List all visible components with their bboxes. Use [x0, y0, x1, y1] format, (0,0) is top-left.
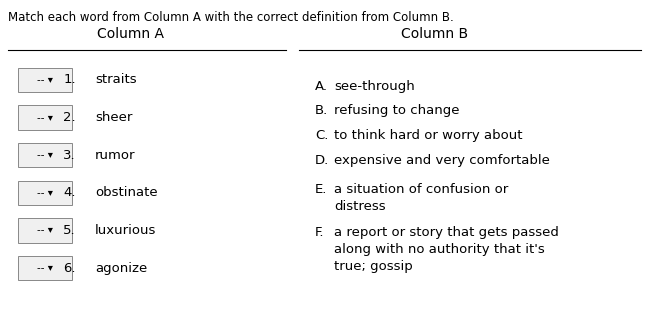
FancyBboxPatch shape: [18, 143, 73, 167]
FancyBboxPatch shape: [18, 181, 73, 205]
Text: D.: D.: [315, 153, 329, 167]
Text: refusing to change: refusing to change: [334, 105, 459, 117]
Text: Match each word from Column A with the correct definition from Column B.: Match each word from Column A with the c…: [8, 11, 454, 24]
Text: 6.: 6.: [63, 262, 76, 275]
Text: -- ▾: -- ▾: [37, 113, 53, 122]
Text: E.: E.: [315, 183, 327, 196]
FancyBboxPatch shape: [18, 105, 73, 130]
Text: -- ▾: -- ▾: [37, 75, 53, 85]
Text: Column A: Column A: [97, 27, 164, 41]
FancyBboxPatch shape: [18, 256, 73, 280]
Text: 2.: 2.: [63, 111, 76, 124]
Text: straits: straits: [95, 73, 137, 86]
Text: B.: B.: [315, 105, 328, 117]
Text: obstinate: obstinate: [95, 186, 158, 199]
FancyBboxPatch shape: [18, 68, 73, 92]
Text: luxurious: luxurious: [95, 224, 156, 237]
Text: sheer: sheer: [95, 111, 132, 124]
Text: F.: F.: [315, 225, 324, 239]
Text: expensive and very comfortable: expensive and very comfortable: [334, 153, 550, 167]
Text: 4.: 4.: [63, 186, 76, 199]
Text: 3.: 3.: [63, 149, 76, 162]
Text: C.: C.: [315, 129, 328, 142]
Text: a situation of confusion or
distress: a situation of confusion or distress: [334, 183, 508, 213]
Text: a report or story that gets passed
along with no authority that it's
true; gossi: a report or story that gets passed along…: [334, 225, 559, 273]
Text: to think hard or worry about: to think hard or worry about: [334, 129, 522, 142]
Text: 5.: 5.: [63, 224, 76, 237]
Text: Column B: Column B: [401, 27, 468, 41]
Text: agonize: agonize: [95, 262, 147, 275]
Text: -- ▾: -- ▾: [37, 188, 53, 198]
Text: rumor: rumor: [95, 149, 136, 162]
Text: -- ▾: -- ▾: [37, 225, 53, 235]
Text: -- ▾: -- ▾: [37, 263, 53, 273]
Text: see-through: see-through: [334, 80, 415, 93]
FancyBboxPatch shape: [18, 218, 73, 243]
Text: A.: A.: [315, 80, 328, 93]
Text: -- ▾: -- ▾: [37, 150, 53, 160]
Text: 1.: 1.: [63, 73, 76, 86]
